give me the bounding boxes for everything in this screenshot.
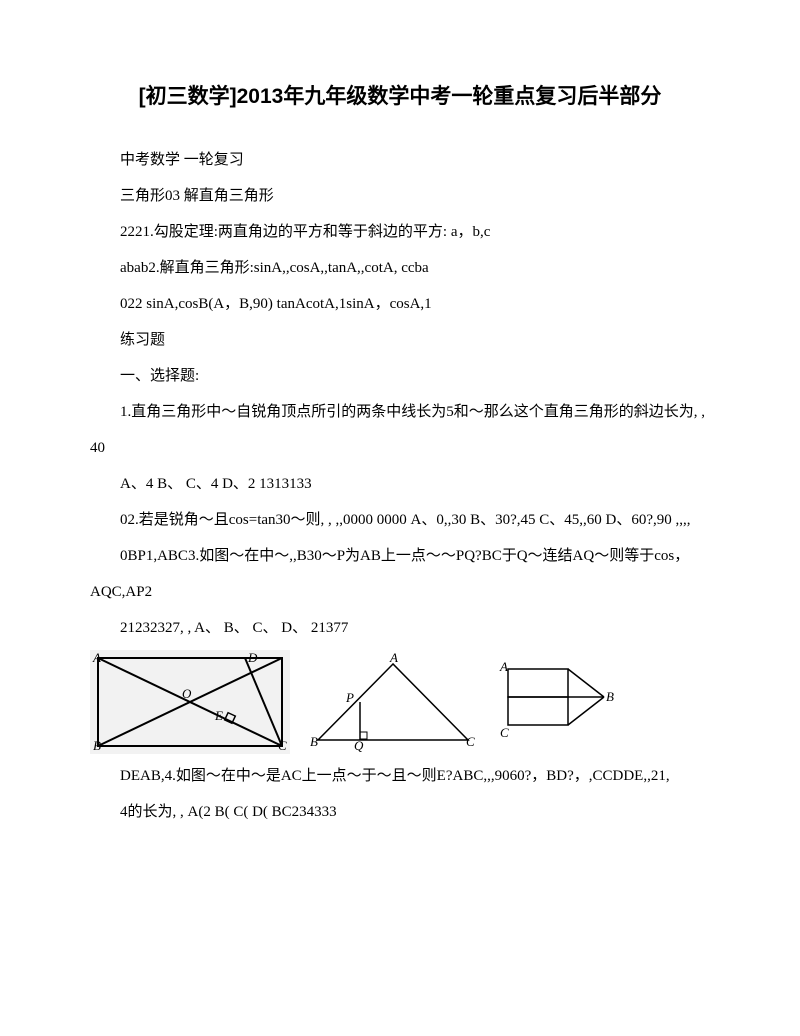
para-9: A、4 B、 C、4 D、2 1313133 <box>90 466 710 502</box>
para-4: abab2.解直角三角形:sinA,,cosA,,tanA,,cotA, ccb… <box>90 250 710 286</box>
page-title: [初三数学]2013年九年级数学中考一轮重点复习后半部分 <box>90 80 710 110</box>
figure-triangle-pq: A B C P Q <box>308 652 478 752</box>
fig1-label-d: D <box>247 650 258 665</box>
fig3-label-a: A <box>499 659 508 674</box>
para-10: 02.若是锐角～且cos=tan30～则, , ,,0000 0000 A、0,… <box>90 502 710 538</box>
para-12: 21232327, , A、 B、 C、 D、 21377 <box>90 610 710 646</box>
para-5: 022 sinA,cosB(A，B,90) tanAcotA,1sinA，cos… <box>90 286 710 322</box>
fig2-label-c: C <box>466 734 475 749</box>
para-14: 4的长为, , A(2 B( C( D( BC234333 <box>90 794 710 830</box>
figure-rectangle: A D B C O E <box>90 650 290 754</box>
fig1-label-e: E <box>214 708 223 723</box>
fig3-label-b: B <box>606 689 614 704</box>
fig3-label-c: C <box>500 725 509 740</box>
fig2-label-p: P <box>345 690 354 705</box>
para-11: 0BP1,ABC3.如图～在中～,,B30～P为AB上一点～～PQ?BC于Q～连… <box>90 538 710 610</box>
fig1-label-c: C <box>278 738 287 753</box>
fig2-label-b: B <box>310 734 318 749</box>
fig2-label-a: A <box>389 652 398 665</box>
fig1-label-a: A <box>92 650 101 665</box>
para-2: 三角形03 解直角三角形 <box>90 178 710 214</box>
para-6: 练习题 <box>90 322 710 358</box>
fig1-label-b: B <box>93 738 101 753</box>
para-7: 一、选择题: <box>90 358 710 394</box>
figure-rectangles: A B C <box>496 657 616 747</box>
document-page: [初三数学]2013年九年级数学中考一轮重点复习后半部分 中考数学 一轮复习 三… <box>0 0 800 890</box>
para-8: 1.直角三角形中～自锐角顶点所引的两条中线长为5和～那么这个直角三角形的斜边长为… <box>90 394 710 466</box>
para-13: DEAB,4.如图～在中～是AC上一点～于～且～则E?ABC,,,9060?，B… <box>90 758 710 794</box>
fig1-label-o: O <box>182 686 192 701</box>
para-3: 2221.勾股定理:两直角边的平方和等于斜边的平方: a，b,c <box>90 214 710 250</box>
fig2-label-q: Q <box>354 738 364 752</box>
para-1: 中考数学 一轮复习 <box>90 142 710 178</box>
figures-row: A D B C O E A B C P Q <box>90 650 710 754</box>
